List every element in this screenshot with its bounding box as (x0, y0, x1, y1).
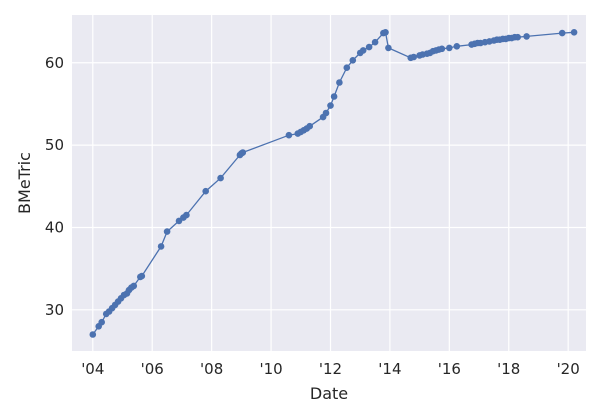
data-point (202, 187, 209, 195)
x-tick-label: '14 (378, 360, 401, 378)
series-layer (89, 29, 578, 338)
data-point (410, 53, 418, 61)
y-tick-label: 40 (45, 218, 64, 236)
y-axis-label: BMeTric (15, 152, 34, 214)
data-point (558, 29, 566, 37)
data-point (285, 131, 293, 139)
data-point (89, 331, 97, 338)
data-point (385, 44, 392, 52)
data-point (163, 228, 171, 235)
data-point (239, 149, 247, 156)
x-tick-label: '04 (81, 360, 104, 378)
x-tick-label: '16 (438, 360, 461, 378)
data-point (359, 47, 367, 54)
data-point (217, 174, 224, 182)
y-tick-label: 30 (45, 301, 64, 319)
data-point (306, 122, 314, 130)
y-tick-label: 50 (45, 136, 64, 154)
data-point (446, 44, 453, 52)
data-point (514, 33, 521, 41)
x-axis-label: Date (310, 384, 348, 403)
data-point (365, 43, 373, 51)
data-point (382, 29, 389, 36)
grid-lines (72, 15, 586, 351)
y-tick-labels: 30 40 50 60 (45, 54, 64, 319)
data-point (130, 282, 138, 290)
data-point (183, 211, 190, 219)
data-point (438, 45, 446, 53)
x-tick-label: '08 (200, 360, 223, 378)
data-point (336, 79, 343, 86)
data-point (343, 64, 351, 71)
x-tick-label: '10 (259, 360, 282, 378)
x-tick-label: '06 (141, 360, 164, 378)
data-point (157, 243, 165, 250)
x-tick-label: '18 (497, 360, 520, 378)
data-point (98, 318, 105, 326)
x-tick-label: '20 (557, 360, 580, 378)
data-point (327, 102, 334, 109)
data-point (453, 43, 461, 50)
data-point (330, 93, 338, 100)
data-point (523, 33, 530, 40)
plot-background (72, 15, 586, 351)
data-point (322, 109, 330, 117)
data-point (349, 57, 357, 64)
data-point (371, 38, 379, 46)
x-tick-labels: '04 '06 '08 '10 '12 '14 '16 '18 '20 (81, 360, 580, 378)
y-tick-label: 60 (45, 54, 64, 72)
data-point (138, 272, 146, 280)
data-point (570, 29, 578, 36)
x-tick-label: '12 (319, 360, 342, 378)
